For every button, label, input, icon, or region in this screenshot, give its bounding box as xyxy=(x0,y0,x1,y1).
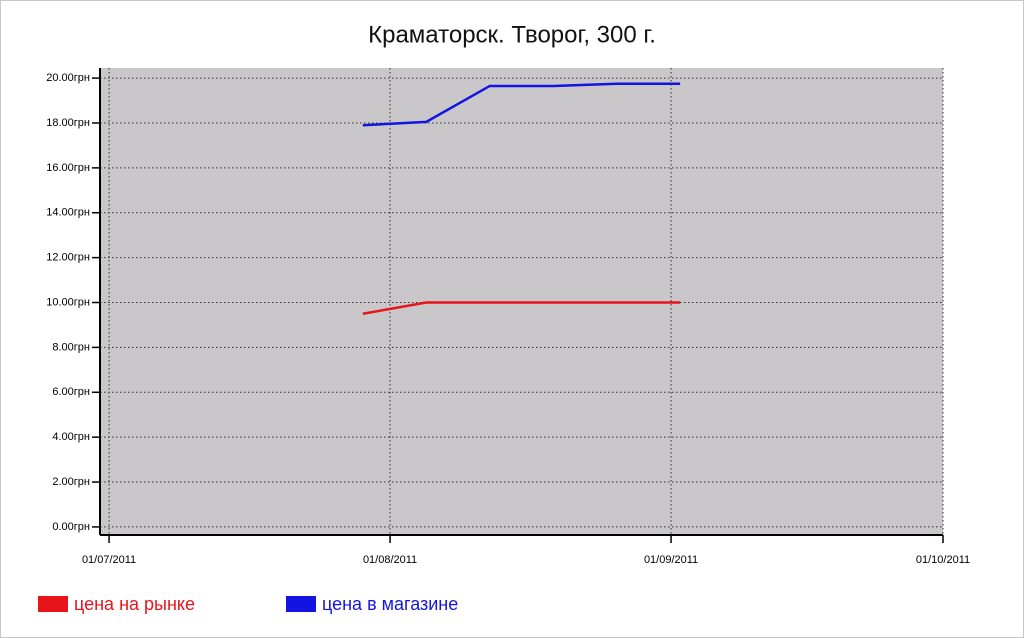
legend-label: цена на рынке xyxy=(74,594,195,614)
x-tick-label: 01/07/2011 xyxy=(82,554,136,566)
x-tick-label: 01/10/2011 xyxy=(916,554,970,566)
y-tick-label: 0.00грн xyxy=(52,521,90,533)
y-tick-label: 10.00грн xyxy=(46,296,90,308)
series-line xyxy=(362,82,681,127)
y-tick-label: 16.00грн xyxy=(46,162,90,174)
y-tick-label: 8.00грн xyxy=(52,341,90,353)
legend-swatch xyxy=(38,596,68,612)
y-tick-label: 4.00грн xyxy=(52,431,90,443)
x-tick-label: 01/08/2011 xyxy=(363,554,417,566)
chart-title: Краматорск. Творог, 300 г. xyxy=(368,21,656,48)
y-tick-label: 18.00грн xyxy=(46,117,90,129)
y-tick-label: 6.00грн xyxy=(52,386,90,398)
y-tick-label: 2.00грн xyxy=(52,476,90,488)
x-tick-label: 01/09/2011 xyxy=(644,554,698,566)
legend-label: цена в магазине xyxy=(322,594,458,614)
series-line xyxy=(362,301,681,315)
legend-swatch xyxy=(286,596,316,612)
y-tick-label: 20.00грн xyxy=(46,72,90,84)
y-tick-label: 12.00грн xyxy=(46,252,90,264)
y-tick-label: 14.00грн xyxy=(46,207,90,219)
